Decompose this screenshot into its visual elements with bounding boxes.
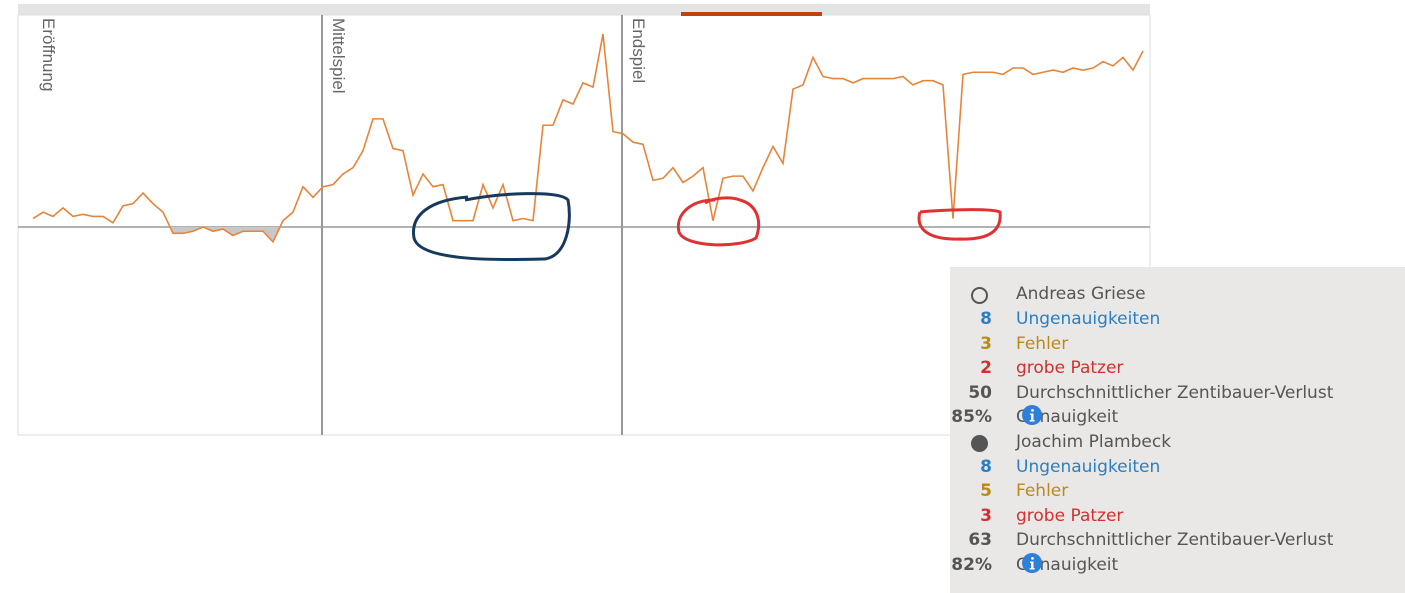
stat-row: 82% Genauigkeit bbox=[950, 552, 1405, 577]
stat-label: Fehler bbox=[1016, 332, 1068, 356]
player-row: Andreas Griese bbox=[950, 282, 1405, 306]
stat-row: 85% Genauigkeit bbox=[950, 405, 1405, 429]
stat-label: Fehler bbox=[1016, 479, 1068, 503]
stat-label-text: Durchschnittlicher Zentibauer-Verlust bbox=[1016, 382, 1334, 403]
stat-label: Ungenauigkeiten bbox=[1016, 455, 1160, 479]
player-row: Joachim Plambeck bbox=[950, 430, 1405, 454]
black-player-icon bbox=[971, 434, 988, 452]
stat-count: 3 bbox=[980, 333, 992, 354]
stat-row: 2 grobe Patzer bbox=[950, 356, 1405, 380]
stats-panel: Andreas Griese 8 Ungenauigkeiten 3 Fehler 2 gr… bbox=[950, 267, 1405, 593]
stat-label: grobe Patzer bbox=[1016, 356, 1123, 380]
stat-row: 8 Ungenauigkeiten bbox=[950, 307, 1405, 331]
annotation-circle bbox=[676, 196, 761, 247]
info-icon bbox=[1022, 405, 1042, 425]
stat-count: 82% bbox=[951, 554, 992, 575]
stat-label-text: Genauigkeit bbox=[1016, 407, 1119, 427]
stat-label-text: grobe Patzer bbox=[1016, 505, 1124, 526]
stat-label: Durchschnittlicher Zentibauer-Verlust bbox=[1016, 381, 1333, 405]
stat-label: Ungenauigkeiten bbox=[1016, 307, 1160, 331]
player-name: Joachim Plambeck bbox=[1016, 431, 1172, 452]
info-icon bbox=[1022, 552, 1042, 573]
annotation-circle bbox=[917, 208, 1002, 241]
stat-label-text: grobe Patzer bbox=[1016, 358, 1124, 378]
stat-label: Genauigkeit bbox=[1016, 552, 1119, 577]
chart-top-strip bbox=[18, 4, 1150, 15]
stat-label-text: Fehler bbox=[1016, 481, 1069, 501]
stat-count: 3 bbox=[980, 505, 992, 526]
phase-label: Eröffnung bbox=[39, 18, 58, 91]
stat-row: 3 grobe Patzer bbox=[950, 504, 1405, 528]
active-tab-bar bbox=[681, 12, 822, 16]
phase-label: Mittelspiel bbox=[329, 18, 348, 94]
stat-row: 50 Durchschnittlicher Zentibauer-Verlust bbox=[950, 381, 1405, 405]
stat-count: 8 bbox=[980, 309, 992, 329]
stat-label: Genauigkeit bbox=[1016, 405, 1118, 429]
stat-label-text: Fehler bbox=[1016, 333, 1069, 354]
stat-count: 2 bbox=[980, 358, 992, 378]
stat-row: 5 Fehler bbox=[950, 479, 1405, 503]
stat-count: 50 bbox=[968, 382, 992, 403]
stat-count: 5 bbox=[980, 481, 992, 501]
stat-row: 63 Durchschnittlicher Zentibauer-Verlust bbox=[950, 528, 1405, 552]
stat-label-text: Ungenauigkeiten bbox=[1016, 309, 1161, 329]
stat-row: 8 Ungenauigkeiten bbox=[950, 455, 1405, 479]
stat-label: Durchschnittlicher Zentibauer-Verlust bbox=[1016, 528, 1333, 552]
evaluation-line bbox=[32, 33, 1144, 244]
annotation-circle bbox=[412, 192, 571, 262]
stat-label-text: Ungenauigkeiten bbox=[1016, 456, 1161, 477]
stat-label: grobe Patzer bbox=[1016, 504, 1123, 528]
player-name: Andreas Griese bbox=[1016, 284, 1146, 304]
stat-count: 85% bbox=[951, 407, 992, 427]
plot: Eröffnung Mittelspiel Endspiel bbox=[18, 15, 1150, 435]
info-icon-glyph bbox=[1029, 409, 1035, 422]
phase-label: Endspiel bbox=[629, 18, 648, 83]
stat-count: 8 bbox=[980, 456, 992, 477]
stat-row: 3 Fehler bbox=[950, 332, 1405, 356]
white-player-icon bbox=[971, 287, 988, 304]
stat-label-text: Genauigkeit bbox=[1016, 554, 1119, 575]
stat-count: 63 bbox=[968, 530, 992, 550]
stat-label-text: Durchschnittlicher Zentibauer-Verlust bbox=[1016, 530, 1334, 550]
info-icon-glyph bbox=[1029, 556, 1035, 569]
